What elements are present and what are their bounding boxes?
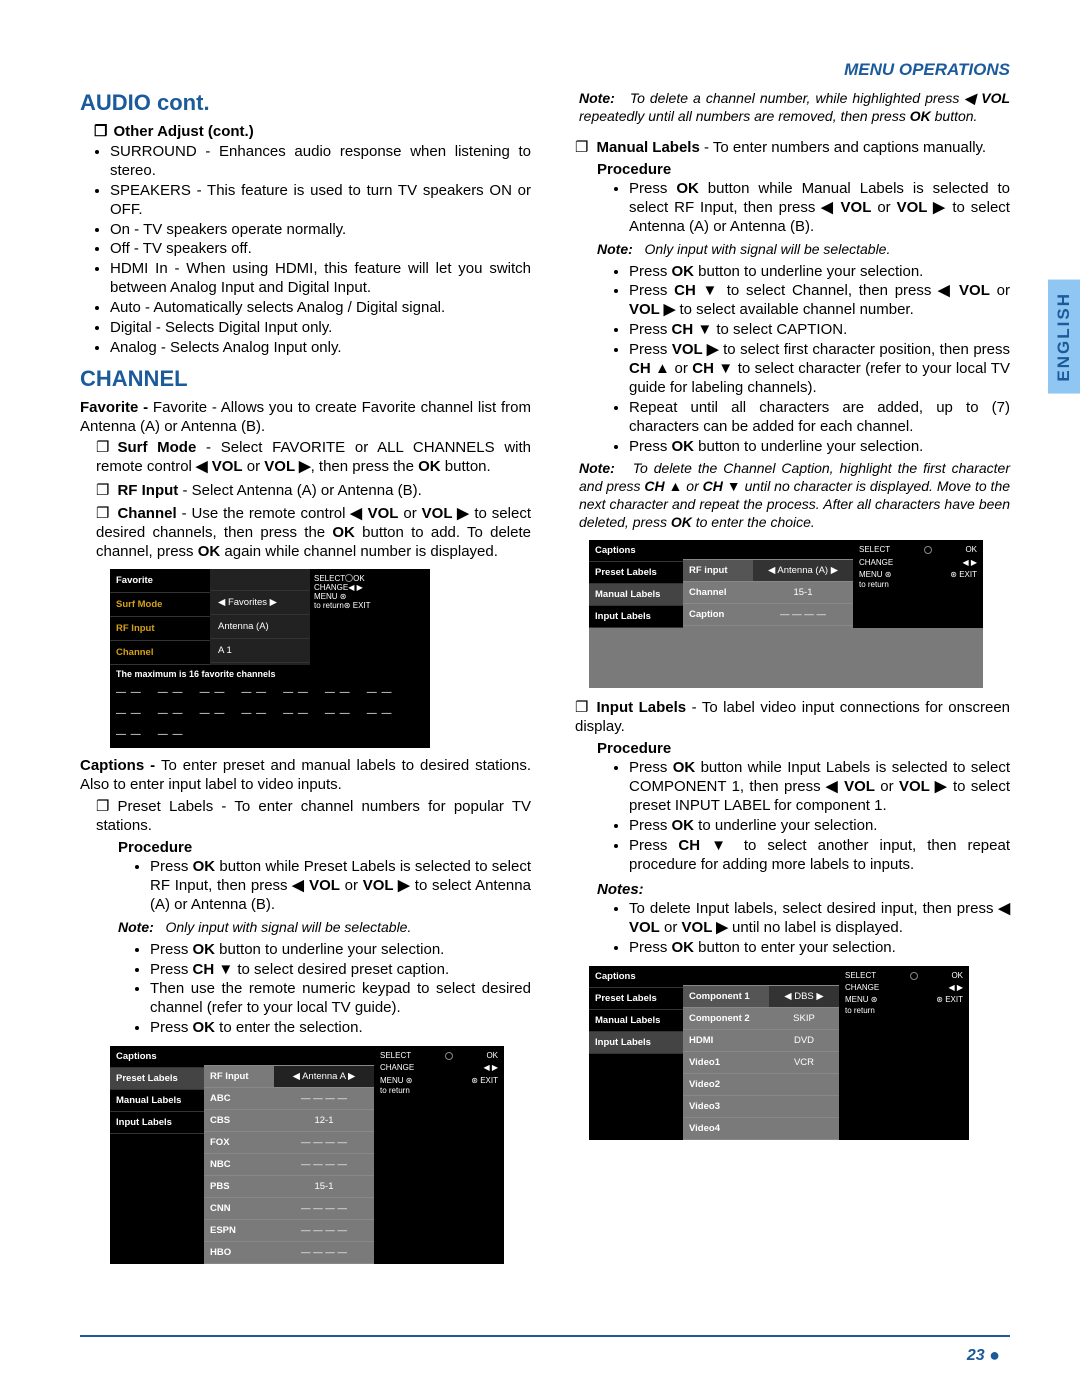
input-menu: Captions Preset Labels Manual Labels Inp… [589, 966, 1010, 1140]
proc-step: Press OK button to underline your select… [629, 438, 1010, 457]
manual-labels: Manual Labels - To enter numbers and cap… [575, 138, 1010, 157]
note-item: To delete Input labels, select desired i… [629, 900, 1010, 938]
note-signal: Note: Only input with signal will be sel… [597, 241, 1010, 259]
proc-step: Press OK button to underline your select… [629, 263, 1010, 282]
proc-step: Press OK button to underline your select… [150, 941, 531, 960]
hdmi-text: HDMI In - When using HDMI, this feature … [110, 260, 531, 298]
note-delete: Note: To delete a channel number, while … [579, 90, 1010, 126]
speakers-text: SPEAKERS - This feature is used to turn … [110, 182, 531, 220]
hdmi-analog: Analog - Selects Analog Input only. [110, 339, 531, 358]
proc-step: Press OK button while Preset Labels is s… [150, 858, 531, 915]
note-caption: Note: To delete the Channel Caption, hig… [579, 460, 1010, 532]
preset-labels: Preset Labels - To enter channel numbers… [96, 797, 531, 835]
proc-step: Press OK to enter the selection. [150, 1019, 531, 1038]
menu-hints: SELECTOK CHANGE◀ ▶ MENU ⊛to return⊛ EXIT [310, 569, 430, 665]
right-column: Note: To delete a channel number, while … [559, 86, 1010, 1272]
note-item: Press OK button to enter your selection. [629, 939, 1010, 958]
proc-step: Press OK button while Manual Labels is s… [629, 180, 1010, 237]
proc-step: Then use the remote numeric keypad to se… [150, 980, 531, 1018]
procedure-heading: Procedure [118, 839, 531, 856]
speakers-on: On - TV speakers operate normally. [110, 221, 531, 240]
procedure-heading: Procedure [597, 161, 1010, 178]
proc-step: Press CH ▼ to select another input, then… [629, 837, 1010, 875]
input-labels: Input Labels - To label video input conn… [575, 698, 1010, 736]
favorite-menu: Favorite Surf Mode RF Input Channel ◀ Fa… [110, 569, 430, 748]
hdmi-auto: Auto - Automatically selects Analog / Di… [110, 299, 531, 318]
channel-desc: Channel - Use the remote control ◀ VOL o… [96, 504, 531, 562]
surf-mode: Surf Mode - Select FAVORITE or ALL CHANN… [96, 438, 531, 476]
menu-hints: SELECTOK CHANGE◀ ▶ MENU ⊛to return⊛ EXIT [839, 966, 969, 1140]
footer-rule [80, 1335, 1010, 1337]
page-header: MENU OPERATIONS [80, 60, 1010, 80]
procedure-heading: Procedure [597, 740, 1010, 757]
proc-step: Press CH ▼ to select Channel, then press… [629, 282, 1010, 320]
hdmi-digital: Digital - Selects Digital Input only. [110, 319, 531, 338]
audio-title: AUDIO cont. [80, 90, 531, 116]
manual-menu: Captions Preset Labels Manual Labels Inp… [589, 540, 1010, 628]
proc-step: Press CH ▼ to select desired preset capt… [150, 961, 531, 980]
captions-intro: Captions - To enter preset and manual la… [80, 756, 531, 794]
surround-text: SURROUND - Enhances audio response when … [110, 143, 531, 181]
left-column: AUDIO cont. Other Adjust (cont.) SURROUN… [80, 86, 531, 1272]
language-tab: ENGLISH [1048, 280, 1080, 394]
notes-heading: Notes: [597, 881, 1010, 898]
menu-hints: SELECTOK CHANGE◀ ▶ MENU ⊛to return⊛ EXIT [853, 540, 983, 628]
channel-title: CHANNEL [80, 366, 531, 392]
speakers-off: Off - TV speakers off. [110, 240, 531, 259]
preset-menu: Captions Preset Labels Manual Labels Inp… [110, 1046, 531, 1264]
proc-step: Repeat until all characters are added, u… [629, 399, 1010, 437]
favorite-intro: Favorite - Favorite - Allows you to crea… [80, 398, 531, 436]
rf-input: RF Input - Select Antenna (A) or Antenna… [96, 481, 531, 500]
other-adjust-heading: Other Adjust (cont.) [94, 122, 531, 140]
page-number: 23 ● [967, 1344, 1000, 1365]
note-signal: Note: Only input with signal will be sel… [118, 919, 531, 937]
proc-step: Press OK button while Input Labels is se… [629, 759, 1010, 816]
proc-step: Press VOL ▶ to select first character po… [629, 341, 1010, 398]
proc-step: Press CH ▼ to select CAPTION. [629, 321, 1010, 340]
menu-hints: SELECTOK CHANGE◀ ▶ MENU ⊛to return⊛ EXIT [374, 1046, 504, 1264]
proc-step: Press OK to underline your selection. [629, 817, 1010, 836]
